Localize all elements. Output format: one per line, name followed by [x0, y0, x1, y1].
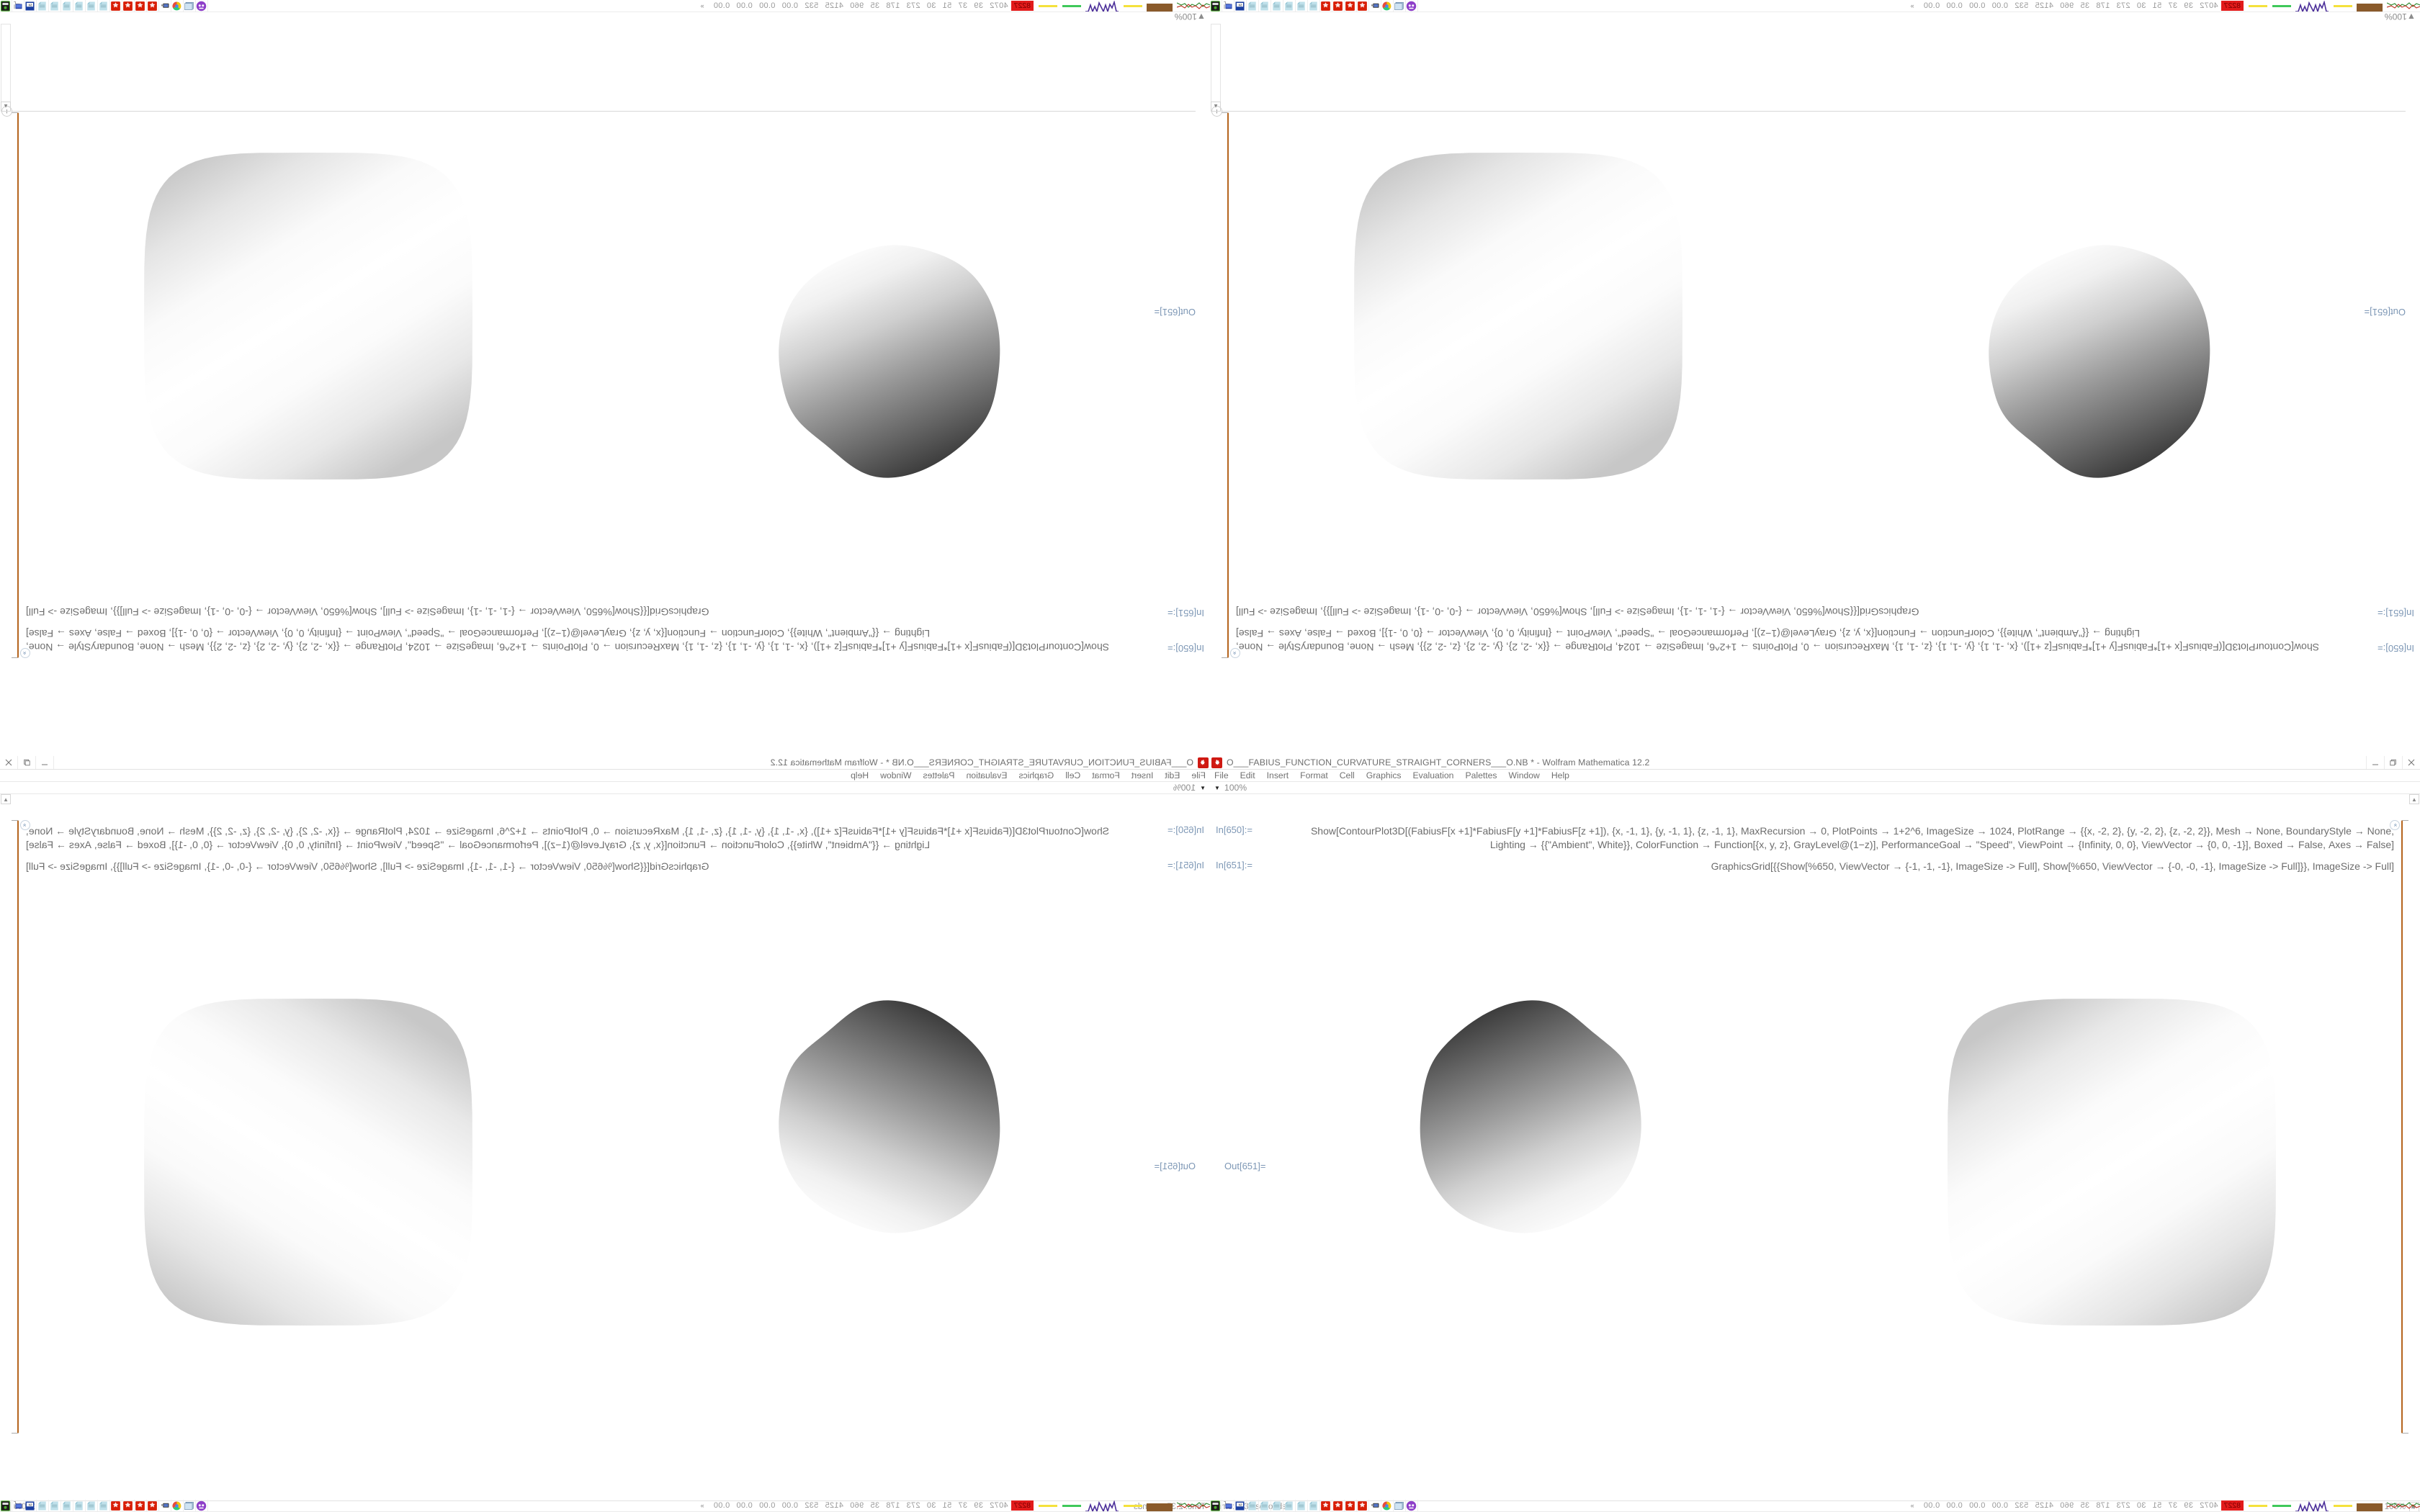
svg-text:64: 64: [28, 1503, 32, 1506]
svg-text:64: 64: [1238, 1503, 1242, 1506]
svg-text:64: 64: [28, 3, 32, 6]
svg-text:64: 64: [1238, 3, 1242, 6]
